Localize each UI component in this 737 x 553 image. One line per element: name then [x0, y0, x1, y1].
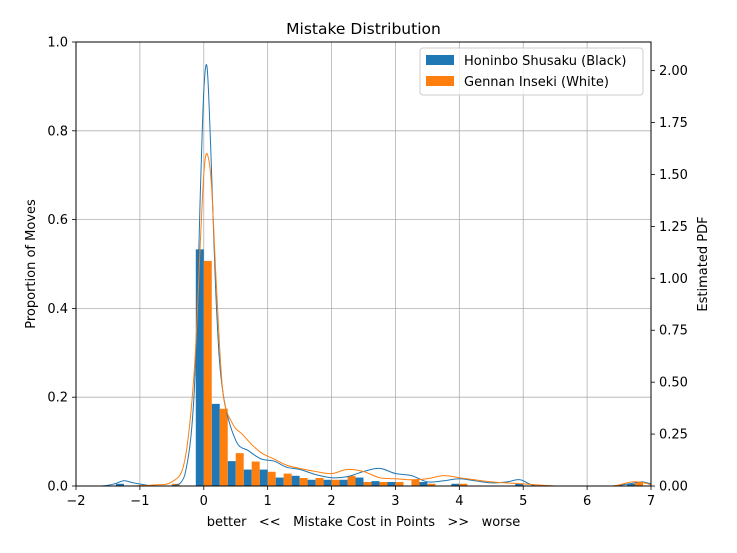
pdf-curves	[76, 64, 652, 487]
x-tick-label-2: 0	[200, 494, 208, 509]
bar-series-1-bin-15	[411, 479, 420, 486]
bar-series-1-bin-13	[379, 482, 388, 486]
chart-title: Mistake Distribution	[286, 20, 441, 38]
bar-series-0-bin-8	[291, 475, 300, 486]
y-tick-label-4: 0.8	[47, 124, 68, 139]
x-axis-label: better << Mistake Cost in Points >> wors…	[207, 515, 521, 530]
y-tick-label-0: 0.0	[47, 480, 68, 495]
bar-series-1-bin-17	[459, 483, 468, 486]
bar-series-1-bin-16	[427, 483, 436, 486]
bar-series-1-bin-10	[331, 479, 340, 486]
bar-series-1-bin-11	[347, 475, 356, 486]
legend-box	[419, 47, 644, 96]
bar-series-1-bin-14	[395, 482, 404, 486]
bar-series-0-bin-18	[515, 483, 524, 486]
y-axis-ticks: 0.0 0.2 0.4 0.6 0.8 1.0	[47, 36, 76, 495]
y2-tick-label-6: 1.50	[659, 168, 688, 183]
x-tick-label-6: 4	[455, 494, 463, 509]
y2-axis-label: Estimated PDF	[696, 216, 711, 311]
bar-series-1-bin-7	[283, 473, 292, 486]
y2-tick-label-5: 1.25	[659, 220, 688, 235]
x-tick-label-8: 6	[583, 494, 591, 509]
y2-tick-label-2: 0.50	[659, 376, 688, 391]
y2-tick-label-3: 0.75	[659, 324, 688, 339]
y2-axis-ticks: 0.00 0.25 0.50 0.75 1.00 1.25 1.50 1.75 2.00	[651, 64, 688, 495]
bar-series-0-bin-11	[339, 479, 348, 486]
bar-series-1-bin-3	[219, 408, 228, 486]
y-tick-label-3: 0.6	[47, 213, 68, 228]
bar-series-0-bin-6	[259, 469, 268, 486]
bar-series-0-bin-7	[275, 477, 284, 486]
x-tick-label-1: −1	[130, 494, 149, 509]
y2-tick-label-8: 2.00	[659, 64, 688, 79]
bar-series-1-bin-8	[299, 478, 308, 486]
bar-series-1-bin-2	[203, 260, 212, 486]
bar-series-0-bin-5	[243, 469, 252, 486]
y2-tick-label-0: 0.00	[659, 480, 688, 495]
bar-series-0-bin-13	[371, 481, 380, 486]
y-axis-label: Proportion of Moves	[24, 199, 39, 329]
bar-series-0-bin-0	[115, 483, 124, 486]
legend: Honinbo Shusaku (Black) Gennan Inseki (W…	[419, 47, 644, 96]
bar-series-1-bin-4	[235, 453, 244, 486]
histogram-bars	[115, 249, 644, 486]
x-tick-label-4: 2	[327, 494, 335, 509]
bar-series-0-bin-17	[451, 483, 460, 486]
bar-series-0-bin-9	[307, 479, 316, 486]
y-tick-label-1: 0.2	[47, 391, 68, 406]
x-tick-label-0: −2	[66, 494, 85, 509]
x-tick-label-5: 3	[391, 494, 399, 509]
bar-series-1-bin-19	[635, 482, 644, 486]
y2-tick-label-4: 1.00	[659, 272, 688, 287]
bar-series-1-bin-9	[315, 478, 324, 486]
legend-swatch-white	[426, 76, 454, 86]
bar-series-1-bin-6	[267, 471, 276, 486]
plot-frame	[75, 41, 652, 487]
bar-series-0-bin-19	[627, 483, 636, 486]
x-tick-label-9: 7	[647, 494, 655, 509]
bar-series-1-bin-12	[363, 482, 372, 486]
bar-series-0-bin-16	[419, 482, 428, 486]
legend-label-black: Honinbo Shusaku (Black)	[464, 54, 626, 69]
x-tick-label-7: 5	[519, 494, 527, 509]
bar-series-0-bin-4	[227, 461, 236, 486]
bar-series-0-bin-14	[387, 482, 396, 486]
bar-series-0-bin-12	[355, 477, 364, 486]
y2-tick-label-7: 1.75	[659, 116, 688, 131]
legend-label-white: Gennan Inseki (White)	[464, 75, 609, 90]
y-tick-label-2: 0.4	[47, 302, 68, 317]
legend-swatch-black	[426, 55, 454, 65]
y-tick-label-5: 1.0	[47, 36, 68, 51]
x-axis-ticks: −2 −1 0 1 2 3 4 5 6 7	[66, 486, 655, 509]
pdf-curve-series-0	[76, 64, 652, 487]
pdf-curve-series-1	[76, 153, 652, 487]
bar-series-0-bin-2	[195, 249, 204, 486]
bar-series-0-bin-10	[323, 479, 332, 486]
bar-series-1-bin-5	[251, 461, 260, 486]
bar-series-0-bin-3	[211, 403, 220, 486]
y2-tick-label-1: 0.25	[659, 428, 688, 443]
x-tick-label-3: 1	[264, 494, 272, 509]
